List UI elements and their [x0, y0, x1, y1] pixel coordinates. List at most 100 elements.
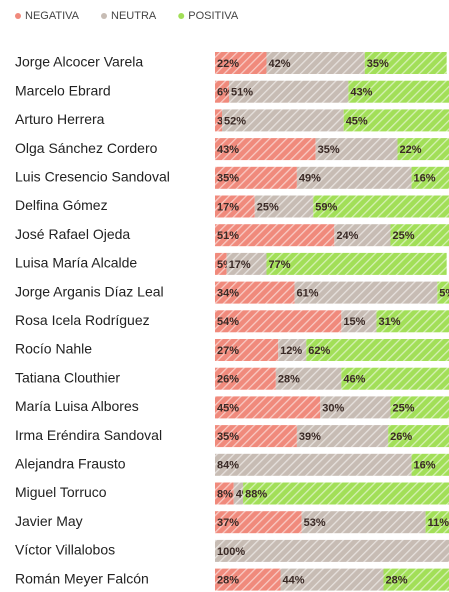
bar-segment	[390, 224, 449, 247]
bar-segment	[215, 138, 316, 161]
value-label: 88%	[245, 488, 267, 500]
bar-segment	[233, 482, 244, 505]
bar-segment	[215, 568, 281, 591]
value-label: 17%	[217, 201, 239, 213]
bar-segment	[397, 138, 449, 161]
value-label: 54%	[217, 316, 239, 328]
bar-segment	[266, 252, 447, 275]
bar-segment	[215, 339, 279, 361]
bar-segment	[343, 109, 449, 132]
bar-segment	[280, 568, 384, 591]
bar-segment	[275, 367, 342, 390]
bar-segment	[215, 511, 302, 534]
value-label: 28%	[278, 374, 300, 386]
bar-segment	[411, 166, 449, 189]
legend-swatch	[178, 13, 185, 19]
bar-segment	[215, 482, 234, 505]
legend-swatch	[15, 13, 21, 19]
value-label: 22%	[217, 58, 239, 70]
bar-segment	[266, 52, 365, 74]
bar-segment	[376, 310, 449, 333]
value-label: 44%	[283, 575, 305, 587]
value-label: 27%	[217, 345, 239, 357]
value-label: 12%	[280, 345, 302, 357]
value-label: 49%	[299, 173, 321, 185]
category-label: Delfina Gómez	[15, 197, 108, 213]
bar-segment	[215, 281, 295, 304]
bar-segment	[222, 109, 344, 132]
bar-segment	[364, 52, 447, 74]
category-label: Jorge Alcocer Varela	[15, 54, 143, 70]
category-label: Arturo Herrera	[15, 111, 105, 127]
bar-segment	[348, 80, 449, 103]
value-label: 39%	[299, 431, 321, 443]
bar-segment	[215, 195, 255, 218]
category-label: Rosa Icela Rodríguez	[15, 312, 150, 328]
legend-swatch	[101, 13, 107, 19]
bar-segment	[383, 568, 449, 591]
category-label: Tatiana Clouthier	[15, 369, 120, 385]
value-label: 77%	[268, 259, 290, 271]
value-label: 34%	[217, 288, 239, 300]
value-label: 28%	[385, 575, 407, 587]
bar-segment	[215, 109, 223, 132]
bar-segment	[215, 396, 321, 419]
category-label: Román Meyer Falcón	[15, 570, 149, 586]
bar-segment	[215, 453, 412, 476]
category-label: Rocío Nahle	[15, 341, 92, 357]
value-label: 5%	[439, 288, 449, 300]
value-label: 35%	[367, 58, 389, 70]
bar-segment	[437, 281, 449, 304]
bar-segment	[278, 339, 307, 361]
value-label: 53%	[304, 517, 326, 529]
category-label: Miguel Torruco	[15, 484, 107, 500]
value-label: 46%	[343, 374, 365, 386]
value-label: 61%	[297, 288, 319, 300]
value-label: 22%	[400, 144, 422, 156]
value-label: 52%	[224, 115, 246, 127]
value-label: 31%	[378, 316, 400, 328]
bar-segment	[313, 195, 449, 218]
value-label: 35%	[318, 144, 340, 156]
category-label: María Luisa Albores	[15, 398, 139, 414]
bar-segment	[301, 511, 426, 534]
bar-segment	[215, 425, 297, 448]
value-label: 16%	[414, 460, 436, 472]
value-label: 43%	[217, 144, 239, 156]
value-label: 42%	[268, 58, 290, 70]
value-label: 51%	[231, 87, 253, 99]
bar-segment	[388, 425, 449, 448]
bar-segment	[243, 482, 449, 505]
bar-segment	[411, 453, 449, 476]
value-label: 28%	[217, 575, 239, 587]
bar-segment	[215, 367, 276, 390]
value-label: 26%	[390, 431, 412, 443]
category-label: Javier May	[15, 513, 83, 529]
bar-segment	[341, 310, 377, 333]
bar-segment	[296, 425, 389, 448]
bar-segment	[296, 166, 412, 189]
value-label: 37%	[217, 517, 239, 529]
value-label: 100%	[217, 546, 245, 558]
category-label: Jorge Arganis Díaz Leal	[15, 283, 164, 299]
value-label: 59%	[315, 201, 337, 213]
value-label: 35%	[217, 173, 239, 185]
value-label: 11%	[428, 517, 449, 529]
legend-label: NEGATIVA	[25, 10, 80, 22]
bar-segment	[215, 166, 297, 189]
category-label: Marcelo Ebrard	[15, 82, 111, 98]
category-label: Luisa María Alcalde	[15, 255, 137, 271]
value-label: 25%	[257, 201, 279, 213]
bar-segment	[229, 80, 349, 103]
legend-label: POSITIVA	[188, 10, 239, 22]
bar-segment	[341, 367, 449, 390]
category-label: Luis Cresencio Sandoval	[15, 169, 170, 185]
value-label: 16%	[414, 173, 436, 185]
value-label: 8%	[217, 488, 233, 500]
value-label: 45%	[217, 402, 239, 414]
value-label: 25%	[393, 230, 415, 242]
bar-segment	[390, 396, 449, 419]
value-label: 15%	[343, 316, 365, 328]
category-label: Olga Sánchez Cordero	[15, 140, 158, 156]
